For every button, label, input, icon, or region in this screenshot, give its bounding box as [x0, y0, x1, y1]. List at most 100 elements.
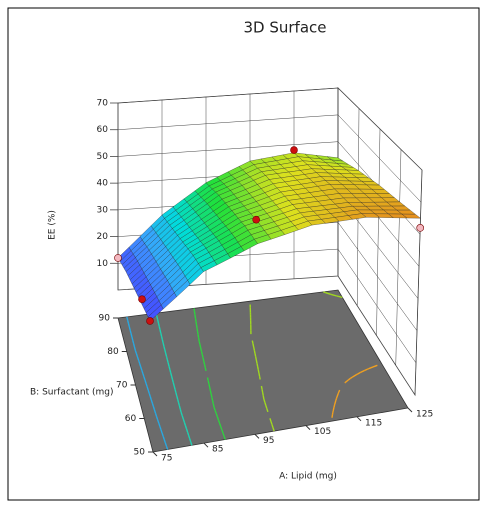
- contour-segment: [138, 361, 141, 364]
- x-tick-label: 125: [416, 410, 433, 420]
- contour-segment: [325, 291, 331, 295]
- x-tick: [356, 416, 362, 422]
- contour-segment: [367, 368, 370, 370]
- contour-segment: [127, 323, 131, 328]
- contour-segment: [336, 393, 339, 398]
- contour-segment: [196, 328, 199, 332]
- contour-segment: [152, 406, 156, 411]
- contour-segment: [156, 316, 159, 320]
- contour-segment: [142, 373, 145, 377]
- contour-segment: [165, 445, 169, 450]
- contour-segment: [184, 425, 188, 430]
- contour-segment: [157, 419, 160, 424]
- contour-segment: [372, 364, 378, 368]
- contour-segment: [174, 389, 177, 393]
- contour-segment: [333, 404, 336, 408]
- contour-segment: [156, 319, 160, 324]
- contour-segment: [169, 369, 172, 373]
- x-tick-label: 115: [365, 418, 382, 428]
- contour-segment: [252, 346, 256, 351]
- contour-segment: [164, 442, 168, 447]
- contour-segment: [155, 416, 159, 421]
- x-tick-label: 85: [212, 445, 223, 455]
- contour-segment: [264, 402, 267, 406]
- surface-patch: [401, 213, 421, 219]
- contour-segment: [254, 353, 257, 357]
- contour-segment: [332, 407, 335, 412]
- contour-segment: [217, 419, 221, 424]
- contour-segment: [128, 326, 131, 331]
- contour-segment: [349, 376, 353, 380]
- contour-segment: [209, 387, 212, 391]
- contour-segment: [201, 354, 204, 358]
- design-point: [114, 254, 122, 262]
- contour-segment: [216, 416, 220, 421]
- contour-segment: [161, 432, 164, 437]
- z-tick-label: 70: [97, 99, 109, 109]
- contour-segment: [252, 343, 255, 348]
- x-tick-label: 105: [314, 427, 331, 437]
- contour-segment: [149, 396, 152, 401]
- contour-segment: [334, 400, 337, 405]
- contour-segment: [194, 314, 197, 319]
- grid-line: [376, 128, 381, 336]
- contour-segment: [257, 369, 260, 374]
- contour-segment: [181, 415, 184, 420]
- contour-segment: [151, 403, 155, 407]
- contour-segment: [196, 331, 199, 335]
- contour-segment: [262, 395, 265, 400]
- frame: [7, 7, 480, 501]
- x-tick: [407, 407, 413, 413]
- contour-segment: [134, 350, 138, 354]
- contour-segment: [163, 346, 166, 350]
- contour-segment: [126, 320, 130, 324]
- contour-segment: [160, 332, 163, 337]
- contour-segment: [170, 372, 173, 377]
- contour-segment: [253, 350, 256, 354]
- design-point: [252, 215, 261, 224]
- contour-segment: [147, 389, 150, 394]
- contour-segment: [364, 368, 368, 372]
- contour-segment: [135, 353, 139, 358]
- y-tick-label: 80: [107, 347, 119, 357]
- contour-segment: [211, 397, 214, 401]
- contour-segment: [355, 373, 358, 376]
- design-point: [146, 317, 154, 325]
- contour-segment: [159, 426, 162, 430]
- contour-segment: [141, 369, 144, 374]
- contour-segment: [131, 336, 134, 341]
- contour-segment: [194, 318, 197, 322]
- contour-segment: [177, 402, 181, 407]
- contour-segment: [211, 400, 214, 405]
- contour-segment: [158, 326, 161, 330]
- contour-segment: [175, 392, 178, 397]
- contour-segment: [143, 376, 146, 381]
- z-tick-label: 60: [97, 125, 109, 135]
- z-tick-label: 50: [97, 152, 109, 162]
- contour-segment: [351, 374, 357, 378]
- contour-segment: [337, 295, 343, 299]
- contour-segment: [263, 398, 266, 403]
- contour-segment: [251, 340, 254, 344]
- contour-segment: [261, 389, 264, 393]
- contour-segment: [162, 342, 165, 347]
- contour-segment: [162, 436, 165, 440]
- contour-segment: [153, 409, 157, 414]
- contour-segment: [344, 379, 349, 384]
- contour-segment: [203, 360, 206, 365]
- contour-segment: [186, 431, 190, 436]
- contour-segment: [182, 418, 186, 423]
- contour-segment: [214, 410, 217, 414]
- y-tick-label: 50: [134, 448, 146, 458]
- contour-segment: [335, 398, 338, 401]
- contour-segment: [213, 406, 216, 411]
- contour-segment: [173, 385, 176, 390]
- contour-segment: [258, 376, 261, 380]
- contour-segment: [202, 357, 205, 362]
- contour-segment: [218, 423, 222, 427]
- contour-segment: [265, 405, 268, 409]
- contour-segment: [172, 382, 175, 387]
- contour-segment: [178, 405, 181, 410]
- contour-segment: [200, 347, 203, 352]
